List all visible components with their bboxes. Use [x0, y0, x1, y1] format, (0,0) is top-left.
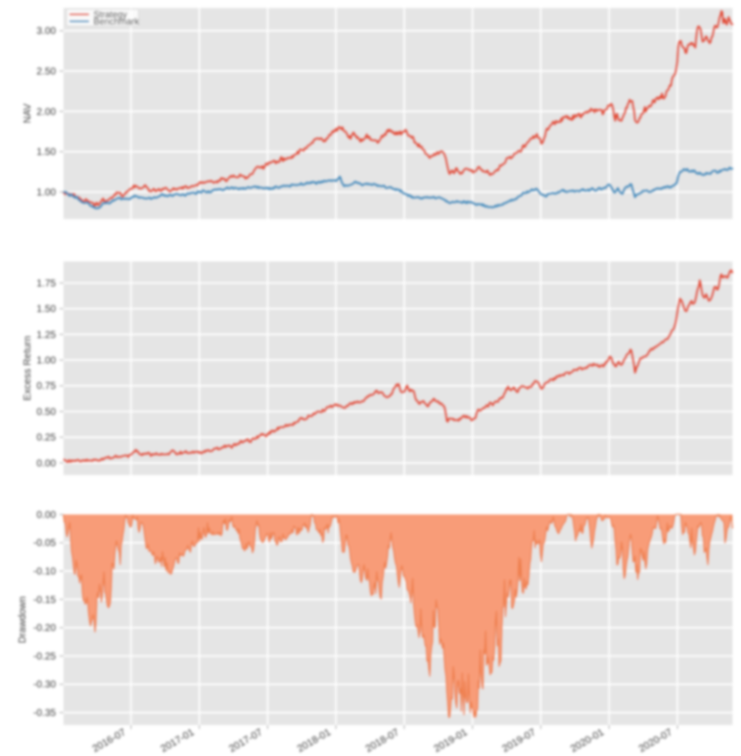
svg-text:0.50: 0.50 [37, 407, 57, 418]
svg-text:0.25: 0.25 [37, 433, 57, 444]
svg-text:-0.35: -0.35 [33, 708, 56, 719]
svg-text:1.75: 1.75 [37, 278, 57, 289]
svg-text:1.00: 1.00 [37, 187, 57, 198]
svg-text:-0.30: -0.30 [33, 680, 56, 691]
svg-text:0.00: 0.00 [37, 458, 57, 469]
svg-text:2.50: 2.50 [37, 67, 57, 78]
svg-text:-0.10: -0.10 [33, 567, 56, 578]
svg-text:1.50: 1.50 [37, 147, 57, 158]
svg-text:Excess Return: Excess Return [23, 336, 34, 401]
svg-text:-0.05: -0.05 [33, 538, 56, 549]
svg-text:-0.15: -0.15 [33, 595, 56, 606]
svg-text:-0.20: -0.20 [33, 623, 56, 634]
svg-text:Benchmark: Benchmark [94, 16, 140, 26]
svg-text:1.25: 1.25 [37, 330, 57, 341]
svg-text:1.50: 1.50 [37, 304, 57, 315]
svg-text:NAV: NAV [23, 103, 34, 123]
svg-text:2.00: 2.00 [37, 107, 57, 118]
svg-text:Strategy: Strategy [94, 9, 128, 19]
svg-text:-0.25: -0.25 [33, 651, 56, 662]
svg-text:Drawdown: Drawdown [18, 596, 29, 643]
svg-text:0.75: 0.75 [37, 381, 57, 392]
svg-text:1.00: 1.00 [37, 356, 57, 367]
svg-text:3.00: 3.00 [37, 26, 57, 37]
svg-text:0.00: 0.00 [37, 510, 57, 521]
